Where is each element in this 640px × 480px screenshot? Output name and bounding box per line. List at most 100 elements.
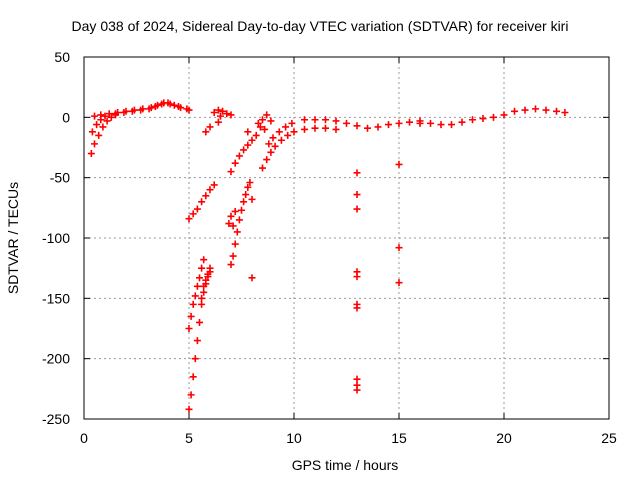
y-tick-label: -50: [50, 170, 70, 186]
data-point: [198, 198, 206, 206]
data-point: [88, 128, 96, 136]
x-tick-label: 10: [286, 430, 302, 446]
data-point: [311, 116, 319, 124]
axis-ticks: [83, 56, 610, 420]
data-point: [385, 121, 392, 129]
data-point: [189, 210, 197, 218]
data-point: [231, 159, 239, 167]
data-point: [93, 121, 101, 129]
series-satellite-descent-2: [185, 268, 214, 413]
data-point: [225, 220, 233, 228]
data-point: [542, 106, 550, 114]
series-near-zero-cluster: [210, 106, 235, 120]
data-point: [200, 282, 208, 290]
data-point: [97, 111, 105, 119]
data-point: [238, 206, 245, 214]
data-point: [490, 113, 497, 121]
data-point: [353, 375, 361, 383]
data-point: [275, 128, 283, 136]
data-point: [395, 279, 403, 287]
data-point: [158, 100, 166, 108]
data-point: [227, 261, 235, 269]
data-point: [235, 216, 243, 224]
data-point: [353, 304, 361, 312]
series-isolated-15h: [395, 160, 403, 287]
series-near-zero-cluster-2: [254, 111, 275, 133]
data-point: [185, 215, 193, 223]
data-point: [240, 146, 248, 154]
data-point: [235, 152, 243, 160]
data-point: [170, 101, 178, 109]
data-point: [427, 119, 434, 127]
data-point: [248, 274, 256, 282]
data-point: [128, 107, 136, 115]
data-point: [561, 109, 569, 117]
x-tick-label: 20: [496, 430, 512, 446]
data-point: [91, 112, 98, 120]
data-point: [214, 106, 222, 114]
data-point: [448, 121, 455, 129]
series-near-zero-10-15: [301, 116, 424, 132]
series-satellite-descent-1: [185, 181, 218, 223]
data-point: [277, 136, 285, 144]
data-point: [416, 119, 424, 127]
data-point: [248, 195, 256, 203]
data-point: [91, 140, 98, 148]
data-point: [242, 191, 250, 199]
data-point: [252, 131, 260, 139]
data-point: [187, 391, 195, 399]
chart-title: Day 038 of 2024, Sidereal Day-to-day VTE…: [72, 18, 569, 34]
data-point: [332, 125, 340, 133]
y-tick-label: -150: [42, 290, 70, 306]
data-point: [256, 123, 264, 131]
data-point: [521, 106, 529, 114]
data-point: [210, 181, 218, 189]
data-point: [189, 300, 197, 308]
data-point: [101, 112, 109, 120]
data-point: [322, 124, 329, 132]
series-recovery-arc-7h-b: [227, 131, 260, 176]
data-point: [227, 212, 235, 220]
series-isolated-8h: [244, 128, 256, 282]
data-point: [353, 273, 361, 281]
series-near-zero-15-23: [416, 105, 569, 129]
data-point: [244, 128, 252, 136]
data-point: [185, 106, 193, 114]
data-point: [395, 244, 403, 252]
data-point: [271, 142, 279, 150]
data-point: [301, 116, 308, 124]
data-point: [231, 240, 239, 248]
series-recovery-arc-9h-b: [265, 119, 296, 148]
data-point: [263, 156, 271, 164]
data-point: [151, 102, 159, 110]
data-point: [166, 100, 174, 108]
data-point: [469, 116, 476, 124]
data-point: [206, 123, 214, 131]
data-point: [244, 141, 252, 149]
data-point: [353, 191, 361, 199]
data-point: [193, 282, 201, 290]
data-point: [364, 124, 371, 132]
data-point: [206, 264, 214, 272]
data-point: [200, 256, 208, 264]
data-point: [193, 337, 201, 345]
y-tick-label: 50: [54, 49, 70, 65]
y-tick-label: -250: [42, 411, 70, 427]
series-satellite-descent-3: [185, 256, 208, 332]
data-point: [254, 119, 262, 127]
data-point: [231, 207, 239, 215]
data-point: [229, 222, 237, 230]
data-point: [259, 164, 266, 172]
data-point: [353, 169, 361, 177]
y-tick-label: -100: [42, 230, 70, 246]
data-point: [322, 116, 329, 124]
data-point: [261, 125, 269, 133]
data-point: [269, 134, 277, 142]
data-point: [479, 115, 487, 123]
data-point: [553, 107, 560, 115]
data-point: [107, 113, 115, 121]
data-point: [191, 292, 199, 300]
data-point: [137, 106, 145, 114]
grid-lines: [84, 57, 609, 419]
data-point: [191, 355, 199, 363]
